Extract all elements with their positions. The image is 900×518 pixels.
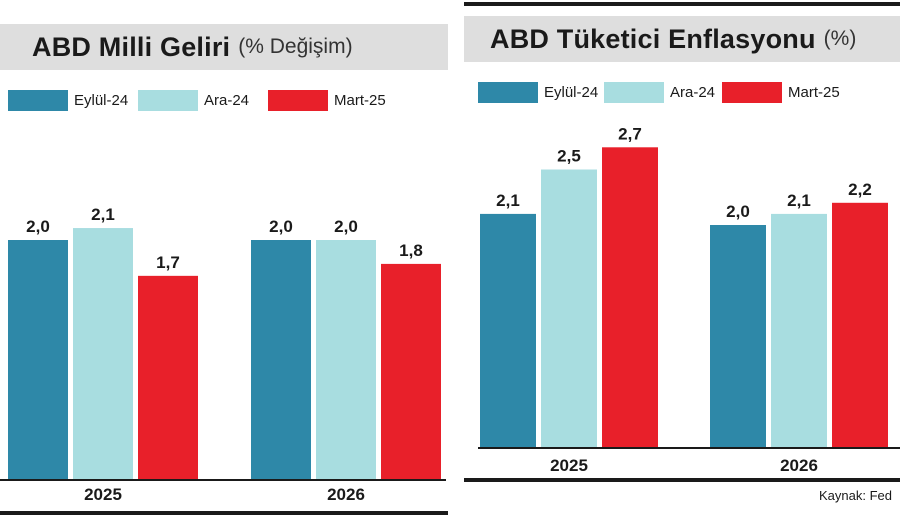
bar-2025-1 [541, 169, 597, 447]
bar-2026-0 [710, 225, 766, 447]
gdp-bar-chart: 2,0 2,1 1,7 2025 2,0 2,0 1,8 2026 [0, 205, 446, 504]
category-label: 2026 [780, 456, 818, 475]
bar-2026-1 [316, 240, 376, 479]
category-label: 2025 [84, 485, 122, 504]
legend-swatch-mart [268, 90, 328, 111]
gdp-bottom-rule [0, 511, 448, 515]
legend-item-ara: Ara-24 [604, 82, 715, 103]
bar-value-label: 2,1 [787, 191, 811, 210]
legend-swatch-ara [138, 90, 198, 111]
legend-item-eylul: Eylül-24 [478, 82, 598, 103]
cpi-chart-legend: Eylül-24 Ara-24 Mart-25 [464, 82, 900, 104]
legend-label-mart: Mart-25 [788, 84, 840, 101]
bar-value-label: 2,1 [91, 205, 115, 224]
bar-2026-2 [832, 202, 888, 447]
legend-item-eylul: Eylül-24 [8, 90, 128, 111]
bar-2026-1 [771, 213, 827, 447]
source-note: Kaynak: Fed [819, 488, 892, 503]
legend-label-mart: Mart-25 [334, 92, 386, 109]
bar-2025-2 [138, 275, 198, 479]
bar-value-label: 2,0 [26, 217, 50, 236]
bar-2025-0 [8, 240, 68, 479]
bar-value-label: 1,7 [156, 253, 180, 272]
cpi-chart-subtitle: (%) [823, 27, 857, 50]
legend-swatch-eylul [478, 82, 538, 103]
cpi-bar-chart: 2,1 2,5 2,7 2025 2,0 2,1 2,2 2026 [478, 124, 900, 475]
category-label: 2026 [327, 485, 365, 504]
legend-label-ara: Ara-24 [204, 92, 250, 109]
bar-value-label: 2,0 [269, 217, 293, 236]
legend-label-eylul: Eylül-24 [74, 92, 129, 109]
cpi-bottom-rule [464, 478, 900, 482]
legend-swatch-mart [722, 82, 782, 103]
gdp-chart-subtitle: (% Değişim) [238, 35, 353, 58]
bar-2025-2 [602, 147, 658, 448]
bar-value-label: 2,1 [496, 191, 520, 210]
bar-value-label: 2,5 [557, 147, 581, 166]
bar-value-label: 2,2 [848, 180, 872, 199]
category-label: 2025 [550, 456, 588, 475]
bar-value-label: 2,0 [334, 217, 358, 236]
legend-swatch-eylul [8, 90, 68, 111]
cpi-chart-panel: ABD Tüketici Enflasyonu (%) Eylül-24 Ara… [464, 0, 900, 518]
bar-2026-0 [251, 240, 311, 479]
bar-value-label: 1,8 [399, 241, 423, 260]
legend-label-eylul: Eylül-24 [544, 84, 599, 101]
cpi-chart-title: ABD Tüketici Enflasyonu [490, 23, 816, 54]
bar-2026-2 [381, 263, 441, 479]
legend-item-ara: Ara-24 [138, 90, 249, 111]
bar-value-label: 2,7 [618, 124, 642, 143]
bar-2025-1 [73, 228, 133, 479]
gdp-chart-title: ABD Milli Geliri [32, 31, 231, 62]
cpi-chart-title-band: ABD Tüketici Enflasyonu (%) [464, 16, 900, 62]
gdp-chart-panel: ABD Milli Geliri (% Değişim) Eylül-24 Ar… [0, 0, 448, 518]
legend-item-mart: Mart-25 [722, 82, 840, 103]
bar-2025-0 [480, 213, 536, 447]
cpi-top-rule [464, 2, 900, 6]
legend-label-ara: Ara-24 [670, 84, 716, 101]
bar-value-label: 2,0 [726, 202, 750, 221]
legend-item-mart: Mart-25 [268, 90, 386, 111]
legend-swatch-ara [604, 82, 664, 103]
gdp-chart-legend: Eylül-24 Ara-24 Mart-25 [0, 90, 448, 112]
gdp-chart-title-band: ABD Milli Geliri (% Değişim) [0, 24, 448, 70]
